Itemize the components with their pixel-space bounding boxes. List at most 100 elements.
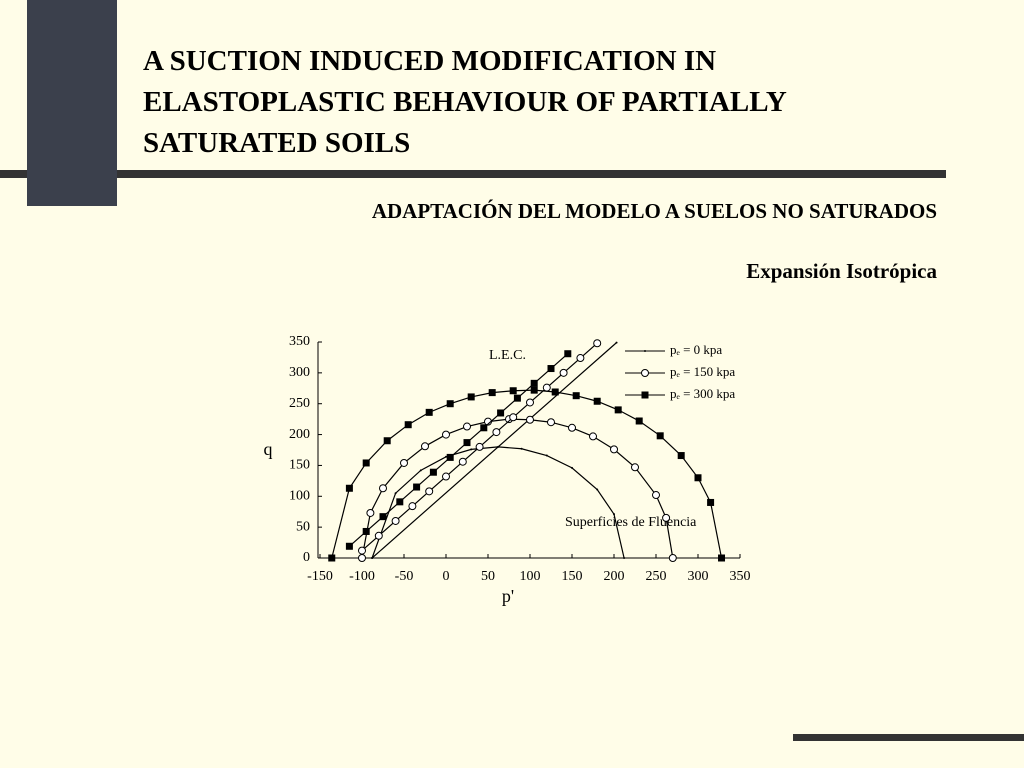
lec-line bbox=[371, 342, 617, 559]
marker bbox=[635, 417, 643, 425]
marker bbox=[631, 463, 639, 472]
decor-bar bbox=[0, 170, 946, 178]
marker bbox=[421, 442, 429, 451]
marker bbox=[446, 453, 454, 461]
x-tick-label: 200 bbox=[604, 569, 625, 584]
y-tick-label: 100 bbox=[289, 489, 310, 504]
yield-surface bbox=[331, 389, 723, 559]
marker bbox=[379, 484, 387, 493]
legend-label: pₑ = 0 kpa bbox=[670, 342, 722, 357]
legend-marker bbox=[644, 350, 646, 352]
decor-block-front bbox=[27, 0, 117, 206]
x-axis-label: p' bbox=[502, 586, 514, 606]
marker bbox=[391, 516, 400, 525]
marker bbox=[358, 546, 366, 555]
marker bbox=[429, 468, 437, 476]
marker bbox=[662, 513, 671, 522]
marker bbox=[488, 389, 496, 397]
x-tick-label: 300 bbox=[688, 569, 709, 584]
marker bbox=[526, 415, 534, 424]
marker bbox=[463, 439, 471, 447]
decor-bar-bottom bbox=[793, 734, 1024, 741]
chart: 0 50 100 150 200 250 300 350 -150 -100 -50 0 50 100 15… bbox=[264, 334, 751, 606]
marker bbox=[458, 457, 467, 466]
marker bbox=[596, 488, 599, 491]
marker bbox=[677, 452, 685, 460]
marker bbox=[545, 454, 548, 457]
marker bbox=[362, 459, 370, 467]
marker bbox=[509, 387, 517, 395]
marker bbox=[463, 422, 471, 431]
marker bbox=[413, 483, 421, 491]
marker bbox=[613, 513, 615, 516]
y-tick-label: 250 bbox=[289, 396, 310, 411]
marker bbox=[718, 554, 726, 562]
marker bbox=[425, 408, 433, 416]
marker bbox=[656, 432, 664, 440]
marker bbox=[419, 469, 422, 472]
y-tick-label: 0 bbox=[303, 550, 310, 565]
marker bbox=[366, 508, 375, 517]
annotation: Superficies de Fluencia bbox=[565, 515, 697, 530]
marker bbox=[551, 388, 559, 396]
legend-label: pₑ = 300 kpa bbox=[670, 386, 735, 401]
marker bbox=[652, 491, 660, 500]
y-axis-label: q bbox=[264, 439, 273, 459]
marker bbox=[445, 455, 447, 458]
marker bbox=[383, 437, 391, 445]
y-tick-label: 50 bbox=[296, 519, 310, 534]
x-tick-label: -150 bbox=[307, 569, 333, 584]
marker bbox=[425, 487, 434, 496]
marker bbox=[394, 492, 397, 495]
marker bbox=[362, 527, 370, 535]
x-tick-label: 0 bbox=[443, 569, 450, 584]
marker bbox=[470, 448, 473, 451]
y-tick-label: 350 bbox=[289, 334, 310, 349]
legend-label: pₑ = 150 kpa bbox=[670, 364, 735, 379]
marker bbox=[442, 430, 450, 439]
marker bbox=[547, 365, 555, 373]
x-tick-label: 350 bbox=[730, 569, 751, 584]
x-tick-label: -50 bbox=[395, 569, 414, 584]
marker bbox=[694, 474, 702, 482]
title-line: SATURATED SOILS bbox=[143, 127, 410, 159]
marker bbox=[668, 554, 677, 562]
legend-marker bbox=[641, 391, 649, 399]
marker bbox=[513, 394, 521, 402]
y-tick-label: 300 bbox=[289, 365, 310, 380]
marker bbox=[542, 383, 551, 392]
annotation: L.E.C. bbox=[489, 348, 526, 363]
marker bbox=[520, 447, 523, 450]
marker bbox=[530, 379, 538, 387]
marker bbox=[497, 409, 505, 417]
marker bbox=[571, 466, 573, 469]
marker bbox=[371, 557, 374, 559]
subtitle: ADAPTACIÓN DEL MODELO A SUELOS NO SATURA… bbox=[372, 199, 937, 223]
title-line: ELASTOPLASTIC BEHAVIOUR OF PARTIALLY bbox=[143, 86, 787, 118]
legend-marker bbox=[641, 369, 649, 377]
marker bbox=[396, 498, 404, 506]
heading: Expansión Isotrópica bbox=[746, 259, 937, 283]
marker bbox=[615, 341, 618, 344]
marker bbox=[374, 531, 383, 540]
marker bbox=[345, 484, 353, 492]
marker bbox=[610, 445, 618, 454]
marker bbox=[467, 393, 475, 401]
marker bbox=[400, 458, 408, 467]
title-line: A SUCTION INDUCED MODIFICATION IN bbox=[143, 45, 716, 77]
marker bbox=[404, 421, 412, 429]
marker bbox=[442, 472, 450, 481]
marker bbox=[707, 498, 715, 506]
marker bbox=[614, 406, 622, 414]
marker bbox=[530, 386, 538, 394]
marker bbox=[593, 397, 601, 405]
yield-surface bbox=[371, 446, 625, 559]
marker bbox=[576, 354, 585, 363]
marker bbox=[526, 398, 534, 407]
marker bbox=[358, 554, 366, 562]
x-tick-label: 50 bbox=[481, 569, 495, 584]
marker bbox=[345, 542, 353, 550]
x-tick-label: 150 bbox=[562, 569, 583, 584]
y-tick-label: 150 bbox=[289, 458, 310, 473]
